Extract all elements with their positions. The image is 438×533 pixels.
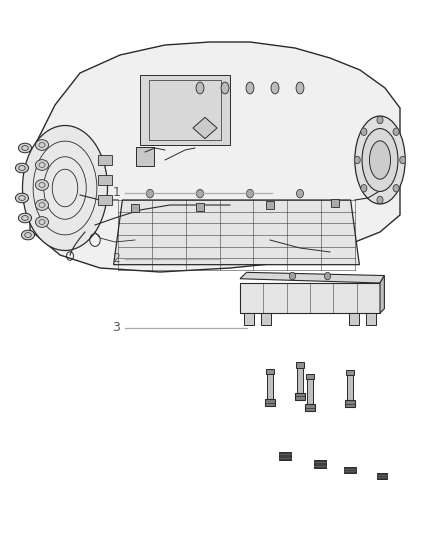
Bar xyxy=(346,370,354,375)
Circle shape xyxy=(354,156,360,164)
Bar xyxy=(314,461,326,467)
Circle shape xyxy=(197,189,204,198)
Bar xyxy=(149,80,221,140)
Ellipse shape xyxy=(15,193,28,203)
Circle shape xyxy=(400,156,406,164)
Bar xyxy=(131,204,138,212)
Text: 2: 2 xyxy=(113,252,120,265)
Polygon shape xyxy=(193,117,217,139)
Ellipse shape xyxy=(15,163,28,173)
Bar xyxy=(367,313,376,325)
Bar xyxy=(99,175,112,185)
Ellipse shape xyxy=(35,217,49,228)
Bar xyxy=(306,374,314,379)
Ellipse shape xyxy=(246,82,254,94)
Bar xyxy=(99,195,112,205)
Circle shape xyxy=(247,189,254,198)
Ellipse shape xyxy=(22,125,107,251)
Bar xyxy=(261,313,271,325)
Text: 3: 3 xyxy=(113,321,120,334)
Text: 1: 1 xyxy=(113,187,120,199)
Ellipse shape xyxy=(221,82,229,94)
Ellipse shape xyxy=(21,230,35,240)
Polygon shape xyxy=(240,272,385,283)
Ellipse shape xyxy=(271,82,279,94)
Circle shape xyxy=(146,189,153,198)
Ellipse shape xyxy=(296,82,304,94)
Bar xyxy=(297,368,303,393)
Circle shape xyxy=(290,272,296,280)
Bar xyxy=(296,362,304,368)
Ellipse shape xyxy=(18,143,32,153)
Polygon shape xyxy=(240,283,380,313)
Bar xyxy=(345,400,355,407)
Ellipse shape xyxy=(35,200,49,211)
Bar xyxy=(377,473,387,479)
Ellipse shape xyxy=(355,116,405,204)
Polygon shape xyxy=(30,42,400,272)
Circle shape xyxy=(377,196,383,204)
Bar xyxy=(267,374,272,400)
Bar xyxy=(279,453,291,460)
Bar xyxy=(344,467,356,473)
Bar xyxy=(307,379,313,405)
Polygon shape xyxy=(113,200,360,265)
Circle shape xyxy=(361,128,367,135)
Bar xyxy=(349,313,359,325)
Circle shape xyxy=(377,116,383,124)
Ellipse shape xyxy=(35,180,49,190)
Bar xyxy=(332,199,339,207)
Circle shape xyxy=(297,189,304,198)
Ellipse shape xyxy=(35,160,49,171)
Circle shape xyxy=(393,184,399,192)
Bar xyxy=(295,393,305,400)
Bar xyxy=(266,369,274,374)
Ellipse shape xyxy=(18,213,32,223)
Bar xyxy=(305,405,315,411)
Ellipse shape xyxy=(370,141,391,179)
Ellipse shape xyxy=(196,82,204,94)
Ellipse shape xyxy=(35,140,49,150)
Circle shape xyxy=(393,128,399,135)
Bar xyxy=(140,75,230,145)
Bar xyxy=(244,313,254,325)
Bar xyxy=(197,203,204,211)
Ellipse shape xyxy=(362,128,398,191)
Circle shape xyxy=(361,184,367,192)
Circle shape xyxy=(325,272,331,280)
Bar xyxy=(266,201,273,209)
Polygon shape xyxy=(380,276,385,313)
Bar xyxy=(347,375,353,401)
Bar xyxy=(99,155,112,165)
Bar xyxy=(136,147,154,166)
Bar xyxy=(265,399,275,406)
